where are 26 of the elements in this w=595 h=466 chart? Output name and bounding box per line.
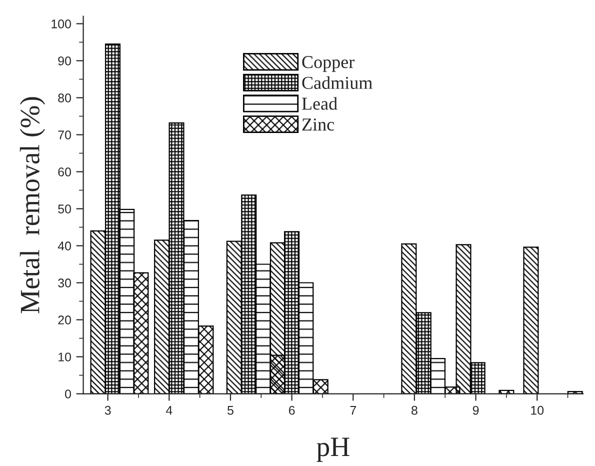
x-tick-label: 5: [228, 406, 234, 415]
bar: [523, 246, 539, 394]
y-tick-label: 70: [58, 130, 72, 140]
y-tick-label: 60: [58, 168, 72, 176]
y-tick-label: 100: [52, 20, 72, 28]
y-tick-label: 80: [58, 94, 72, 102]
x-tick-label: 9: [472, 406, 479, 415]
x-tick-label: 6: [288, 406, 295, 415]
x-tick-label: 4: [166, 406, 172, 415]
x-axis-title: pH: [316, 438, 350, 462]
legend-label: Cadmium: [302, 76, 372, 89]
y-axis-title: Metal removal (%): [20, 97, 46, 314]
y-tick-label: 40: [58, 242, 72, 250]
y-tick-label: 30: [58, 278, 72, 288]
x-tick-label: 8: [412, 406, 418, 415]
y-tick-label: 50: [58, 204, 72, 214]
y-tick-label: 90: [58, 56, 72, 66]
y-tick-label: 0: [65, 390, 72, 398]
y-tick-label: 10: [58, 352, 72, 362]
legend-label: Lead: [302, 97, 338, 110]
legend-label: Zinc: [302, 118, 334, 131]
x-tick-label: 10: [531, 406, 544, 415]
y-tick-label: 20: [58, 316, 72, 324]
x-tick-label: 7: [350, 406, 356, 415]
legend-label: Copper: [302, 56, 354, 72]
x-tick-label: 3: [104, 406, 111, 415]
